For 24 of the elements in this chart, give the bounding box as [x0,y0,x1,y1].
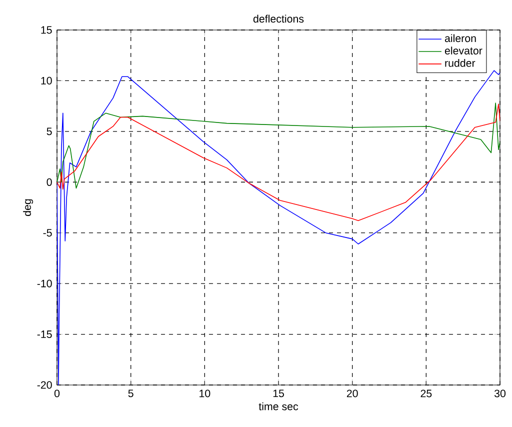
x-tick-label: 25 [420,390,432,398]
legend-label: rudder [445,59,476,67]
y-tick-label: 10 [41,76,52,84]
y-tick-label: -20 [37,381,52,389]
line-series [57,104,500,222]
x-tick-label: 5 [128,390,134,398]
x-tick-label: 10 [200,390,210,398]
x-axis-title: time sec [258,402,298,410]
y-axis-title: deg [23,199,34,216]
y-tick-label: 0 [46,178,52,186]
line-series [57,102,500,189]
y-tick-label: -10 [37,280,52,288]
x-tick-label: 0 [54,390,60,398]
chart-title: deflections [253,14,304,23]
line-series [57,70,500,385]
y-tick-label: -15 [37,330,52,338]
y-tick-label: -5 [43,229,52,237]
legend-label: elevator [444,46,482,54]
x-tick-label: 30 [494,390,506,398]
legend-label: aileron [444,34,476,42]
y-tick-label: 15 [41,26,52,34]
y-tick-label: 5 [46,128,52,136]
x-tick-label: 15 [273,390,284,398]
x-tick-label: 20 [346,390,358,398]
